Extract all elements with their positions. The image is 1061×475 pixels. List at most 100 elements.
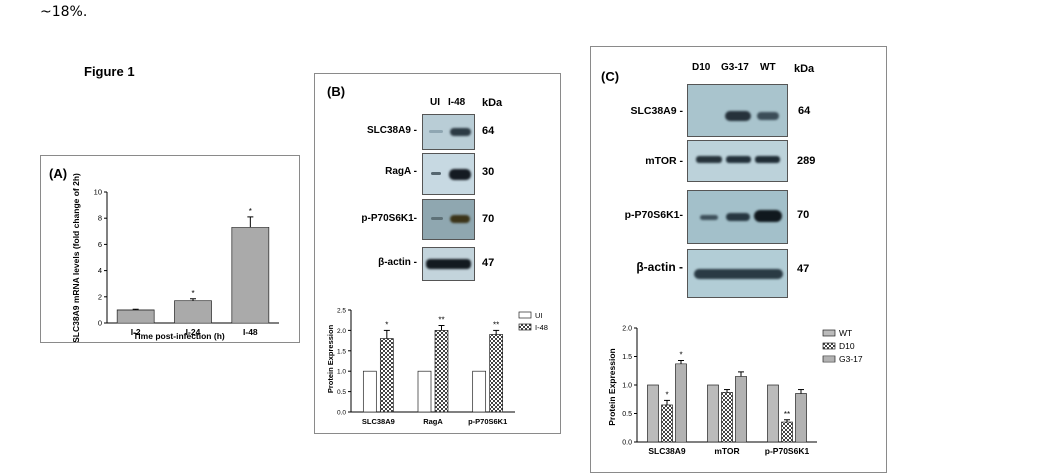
blot-label-p-p70s6k1-c: p-P70S6K1- <box>624 209 683 221</box>
panel-c-y-axis-label: Protein Expression <box>607 348 617 425</box>
blot-image-p-p70s6k1-c <box>687 190 788 244</box>
panel-c: (C) D10 G3-17 WT kDa SLC38A9 - mTOR - p-… <box>590 46 887 473</box>
legend-swatch-ui <box>518 311 532 319</box>
kda-value-p-p70s6k1-c: 70 <box>797 209 810 221</box>
y-tick-label: 2 <box>98 292 102 301</box>
lane-label-wt: WT <box>760 62 776 73</box>
significance-marker: * <box>385 320 388 329</box>
bar-slc38a9-i-48 <box>379 338 394 413</box>
bar-slc38a9-wt <box>647 384 659 443</box>
bar-p-p70s6k1-g3-17 <box>795 393 807 443</box>
y-tick-label: 6 <box>98 240 102 249</box>
panel-b-y-axis-label: Protein Expression <box>326 324 335 393</box>
kda-value-raga: 30 <box>482 166 495 178</box>
blot-image-p-p70s6k1 <box>422 199 475 240</box>
bar-p-p70s6k1-ui <box>472 370 487 413</box>
kda-header: kDa <box>482 97 503 109</box>
kda-value-mtor: 289 <box>797 155 816 167</box>
panel-b-chart: Protein Expression 0.0 0.5 1.0 1.5 2.0 2.5 SLC… <box>326 308 548 427</box>
x-tick-label-i-2: I-2 <box>131 327 141 337</box>
figure-title: Figure 1 <box>84 64 135 79</box>
legend-label-wt: WT <box>839 328 852 338</box>
panel-a-chart: SLC38A9 mRNA levels (fold change of 2h) … <box>71 173 279 342</box>
panel-c-label: (C) <box>601 69 620 84</box>
bar-p-p70s6k1-d10 <box>781 421 793 443</box>
y-tick-label: 0.5 <box>622 411 632 418</box>
x-tick-label-slc38a9: SLC38A9 <box>648 446 686 456</box>
bar-mtor-d10 <box>721 392 733 443</box>
bar-mtor-wt <box>707 384 719 443</box>
bar-i-24-value <box>174 300 212 324</box>
significance-marker: * <box>249 207 252 216</box>
x-tick-label-i-24: I-24 <box>186 327 201 337</box>
panel-b: (B) UI I-48 kDa SLC38A9 - RagA - p-P70S6… <box>314 73 561 434</box>
blot-image-raga <box>422 153 475 195</box>
y-tick-label: 2.5 <box>337 308 346 315</box>
y-tick-label: 8 <box>98 214 102 223</box>
y-tick-label: 0.0 <box>622 440 632 447</box>
kda-value-slc38a9: 64 <box>482 125 495 137</box>
blot-image-slc38a9-c <box>687 84 788 137</box>
y-tick-label: 2.0 <box>622 326 632 333</box>
panel-a-x-axis-label: Time post-infection (h) <box>133 331 225 341</box>
x-tick-label-raga: RagA <box>423 417 443 426</box>
blot-label-beta-actin-c: β-actin - <box>636 260 683 274</box>
x-tick-label-mtor: mTOR <box>714 446 739 456</box>
legend-label-g3-17: G3-17 <box>839 354 863 364</box>
y-tick-label: 1.5 <box>337 348 346 355</box>
significance-marker: ** <box>784 410 790 419</box>
y-tick-label: 0 <box>98 319 102 328</box>
legend-label-d10: D10 <box>839 341 855 351</box>
bar-slc38a9-ui <box>362 370 377 413</box>
significance-marker: * <box>665 390 668 399</box>
y-tick-label: 0.5 <box>337 389 346 396</box>
bar-i-48-value <box>231 227 270 324</box>
blot-label-raga: RagA - <box>385 166 417 177</box>
y-tick-label: 2.0 <box>337 328 346 335</box>
legend-label-i-48: I-48 <box>535 323 548 332</box>
bar-p-p70s6k1-wt <box>767 384 779 443</box>
bar-raga-i-48 <box>434 330 449 413</box>
x-tick-label-i-48: I-48 <box>243 327 258 337</box>
legend-swatch-d10 <box>822 342 836 350</box>
blot-label-slc38a9-c: SLC38A9 - <box>630 105 683 117</box>
blot-image-slc38a9 <box>422 114 475 150</box>
top-text: ~18%. <box>40 4 88 20</box>
kda-value-slc38a9-c: 64 <box>798 105 811 117</box>
significance-marker: ** <box>438 316 444 325</box>
panel-b-label: (B) <box>327 84 346 99</box>
top-orange-text-fragment <box>520 0 730 6</box>
kda-value-beta-actin: 47 <box>482 257 495 269</box>
significance-marker: * <box>679 350 682 359</box>
blot-image-beta-actin <box>422 247 475 281</box>
y-tick-label: 1.0 <box>622 383 632 390</box>
panel-a-label: (A) <box>49 166 68 181</box>
bar-raga-ui <box>417 370 432 413</box>
y-tick-label: 1.0 <box>337 369 346 376</box>
panel-c-chart: Protein Expression 0.0 0.5 1.0 1.5 2.0 SLC38A… <box>607 326 863 457</box>
x-tick-label-slc38a9: SLC38A9 <box>362 417 395 426</box>
lane-label-ui: UI <box>430 97 440 108</box>
lane-label-d10: D10 <box>692 62 711 73</box>
blot-label-slc38a9: SLC38A9 - <box>366 125 417 136</box>
y-tick-label: 10 <box>94 188 102 197</box>
lane-label-i48: I-48 <box>448 97 466 108</box>
legend-swatch-i-48 <box>518 323 532 331</box>
bar-p-p70s6k1-i-48 <box>489 334 504 413</box>
blot-label-beta-actin: β-actin - <box>378 257 417 268</box>
y-tick-label: 4 <box>98 266 102 275</box>
x-tick-label-p-p70s6k1: p-P70S6K1 <box>468 417 507 426</box>
kda-header-c: kDa <box>794 63 815 75</box>
blot-label-mtor: mTOR - <box>645 155 683 167</box>
bar-i-2-value <box>116 309 155 324</box>
legend-swatch-wt <box>822 329 836 337</box>
y-tick-label: 0.0 <box>337 410 346 417</box>
blot-image-mtor <box>687 140 788 182</box>
lane-label-g3-17: G3-17 <box>721 62 749 73</box>
kda-value-p-p70s6k1: 70 <box>482 213 495 225</box>
legend-label-ui: UI <box>535 311 543 320</box>
blot-label-p-p70s6k1: p-P70S6K1- <box>361 213 417 224</box>
legend-swatch-g3-17 <box>822 355 836 363</box>
panel-a-y-axis-label: SLC38A9 mRNA levels (fold change of 2h) <box>71 173 81 342</box>
bar-slc38a9-g3-17 <box>675 363 687 443</box>
